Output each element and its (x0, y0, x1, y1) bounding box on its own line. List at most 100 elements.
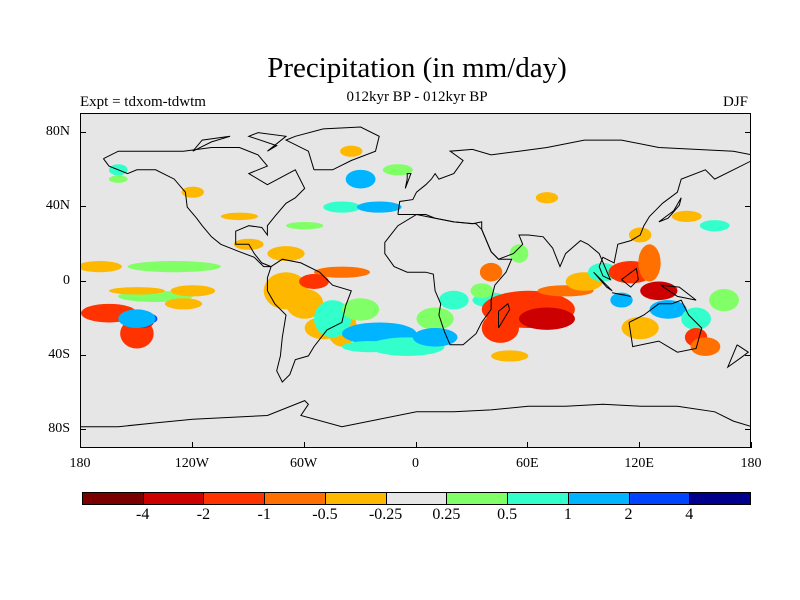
anomaly-patch (610, 292, 633, 308)
coastline (247, 132, 288, 152)
lon-tick (303, 442, 305, 448)
anomaly-patch (470, 283, 493, 299)
lon-tick (415, 442, 417, 448)
coastline (397, 139, 750, 281)
lon-tick-label: 120E (624, 456, 654, 471)
lat-tick-label: 0 (63, 272, 70, 288)
anomaly-patch (699, 220, 730, 232)
anomaly-fields (81, 145, 739, 362)
anomaly-patch (108, 175, 128, 183)
coastline (660, 284, 697, 301)
anomaly-patch (323, 201, 361, 213)
coastlines (81, 126, 750, 428)
chart-subtitle: 012kyr BP - 012kyr BP (346, 89, 488, 105)
colorbar-swatch (689, 492, 751, 505)
colorbar-label: -4 (136, 506, 150, 523)
colorbar-label: 2 (624, 506, 633, 523)
lat-tick (745, 354, 751, 356)
colorbar-swatch (82, 492, 144, 505)
coastline (593, 271, 613, 292)
lat-tick-label: 80S (48, 421, 70, 437)
coastline (658, 197, 682, 223)
coastline (81, 400, 750, 428)
anomaly-patch (640, 281, 678, 301)
lon-tick (639, 442, 641, 448)
lon-tick-label: 60E (516, 456, 539, 471)
anomaly-patch (313, 266, 370, 278)
anomaly-patch (621, 316, 659, 340)
season-label: DJF (723, 94, 749, 110)
coastline (726, 344, 750, 369)
anomaly-patch (519, 307, 575, 330)
coastline (284, 126, 380, 171)
anomaly-patch (438, 290, 469, 310)
anomaly-patch (170, 285, 216, 297)
lat-tick (745, 280, 751, 282)
anomaly-patch (341, 298, 380, 321)
anomaly-patch (164, 298, 203, 310)
coastline (266, 258, 352, 383)
chart-title: Precipitation (in mm/day) (267, 52, 567, 84)
anomaly-patch (535, 192, 559, 204)
colorbar-label: 0.5 (497, 506, 518, 523)
anomaly-patch (649, 300, 687, 319)
anomaly-patch (412, 328, 458, 347)
coastline (498, 302, 511, 329)
colorbar-swatch (628, 492, 691, 505)
lat-tick (745, 206, 751, 208)
anomaly-patch (681, 307, 711, 330)
lat-tick (80, 280, 86, 282)
lat-tick (80, 131, 86, 133)
anomaly-patch (671, 210, 702, 222)
anomaly-patch (382, 164, 413, 176)
colorbar-label: -1 (257, 506, 271, 523)
anomaly-patch (690, 337, 721, 356)
coastline (621, 267, 639, 288)
anomaly-patch (345, 169, 376, 189)
anomaly-patch (286, 221, 324, 230)
colorbar-label: -0.25 (368, 506, 403, 523)
lat-tick (80, 429, 86, 431)
lon-tick (80, 442, 81, 448)
colorbar-label: -0.5 (312, 506, 338, 523)
anomaly-patch (286, 288, 324, 319)
anomaly-patch (108, 287, 165, 295)
lat-tick-label: 40S (48, 346, 70, 362)
lon-tick (191, 442, 193, 448)
lat-tick (80, 354, 86, 356)
coastline (612, 292, 631, 297)
anomaly-patch (587, 262, 618, 282)
map-plot-area (80, 113, 751, 448)
coastline (192, 135, 231, 152)
anomaly-patch (299, 274, 329, 289)
anomaly-patch (181, 186, 205, 198)
colorbar-swatch (446, 492, 509, 505)
lon-tick-label: 180 (740, 456, 762, 471)
colorbar-label: 4 (685, 506, 694, 523)
lat-tick-label: 80N (45, 123, 70, 139)
lat-tick-label: 40N (45, 198, 70, 214)
anomaly-patch (709, 288, 739, 312)
anomaly-patch (118, 309, 156, 329)
anomaly-patch (416, 307, 454, 330)
colorbar-swatch (203, 492, 266, 505)
colorbar-swatch (507, 492, 569, 505)
lon-tick (527, 442, 529, 448)
anomaly-patch (491, 350, 529, 362)
anomaly-patch (220, 212, 259, 221)
lon-tick-label: 120W (174, 456, 209, 471)
lat-tick (80, 206, 86, 208)
colorbar-swatch (385, 492, 448, 505)
colorbar-label: 1 (563, 506, 572, 523)
anomaly-patch (356, 201, 402, 213)
anomaly-patch (509, 244, 529, 263)
lon-tick-label: 180 (69, 456, 91, 471)
anomaly-patch (267, 246, 305, 262)
coastline (628, 299, 703, 353)
lon-tick-label: 0 (412, 456, 419, 471)
lat-tick (745, 429, 751, 431)
anomaly-patch (638, 244, 661, 282)
anomaly-patch (481, 313, 520, 343)
anomaly-patch (81, 261, 122, 273)
colorbar-label: 0.25 (432, 506, 461, 523)
